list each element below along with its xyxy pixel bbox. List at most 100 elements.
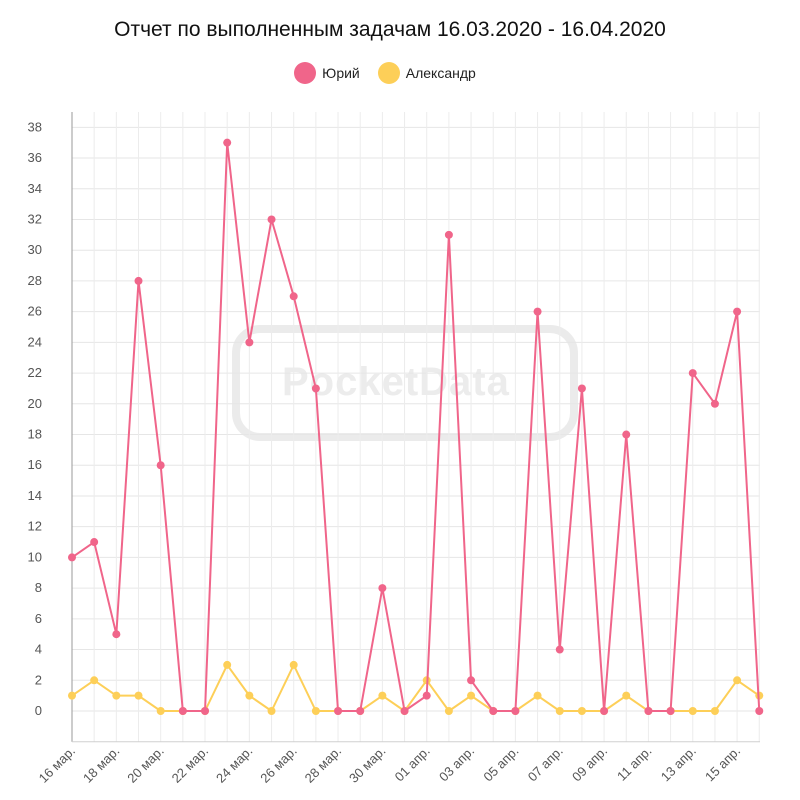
data-point-yuri[interactable]	[555, 645, 564, 654]
legend-label-aleksandr: Александр	[405, 65, 476, 81]
x-tick-label: 01 апр.	[392, 743, 433, 784]
data-point-aleksandr[interactable]	[444, 707, 453, 715]
legend-item-yuri[interactable]: Юрий	[294, 62, 360, 84]
x-tick-label: 15 апр.	[702, 743, 743, 784]
data-point-aleksandr[interactable]	[311, 707, 320, 715]
data-point-aleksandr[interactable]	[622, 691, 631, 700]
x-tick-label: 09 апр.	[569, 743, 610, 784]
x-tick-label: 05 апр.	[480, 743, 521, 784]
data-point-aleksandr[interactable]	[533, 691, 542, 700]
data-point-yuri[interactable]	[577, 384, 586, 393]
data-point-aleksandr[interactable]	[112, 691, 121, 700]
y-tick-label: 12	[28, 519, 42, 534]
y-tick-label: 2	[35, 672, 42, 687]
data-point-yuri[interactable]	[223, 138, 232, 147]
data-point-yuri[interactable]	[68, 553, 76, 562]
data-point-yuri[interactable]	[400, 707, 409, 715]
legend-swatch-yuri	[294, 62, 317, 84]
y-tick-label: 34	[28, 181, 42, 196]
data-point-aleksandr[interactable]	[733, 676, 742, 685]
y-tick-label: 16	[28, 457, 42, 472]
data-point-yuri[interactable]	[688, 369, 697, 378]
x-tick-label: 24 мар.	[213, 743, 255, 785]
data-point-aleksandr[interactable]	[156, 707, 165, 715]
data-point-yuri[interactable]	[289, 292, 298, 301]
data-point-yuri[interactable]	[90, 538, 99, 547]
y-tick-label: 26	[28, 304, 42, 319]
data-point-yuri[interactable]	[666, 707, 675, 715]
data-point-yuri[interactable]	[489, 707, 498, 715]
y-tick-label: 0	[35, 703, 42, 718]
data-point-yuri[interactable]	[178, 707, 187, 715]
data-point-yuri[interactable]	[533, 307, 542, 316]
data-point-aleksandr[interactable]	[90, 676, 99, 685]
y-tick-label: 6	[35, 611, 42, 626]
data-point-yuri[interactable]	[134, 276, 143, 285]
y-tick-label: 4	[35, 642, 42, 657]
data-point-aleksandr[interactable]	[223, 660, 232, 669]
grid-lines	[71, 111, 760, 742]
x-tick-label: 22 мар.	[169, 743, 211, 785]
axes	[71, 111, 760, 743]
data-point-yuri[interactable]	[311, 384, 320, 393]
y-tick-label: 22	[28, 365, 42, 380]
y-tick-label: 10	[28, 549, 42, 564]
data-point-aleksandr[interactable]	[134, 691, 143, 700]
data-point-aleksandr[interactable]	[68, 691, 76, 700]
chart-title: Отчет по выполненным задачам 16.03.2020 …	[114, 18, 666, 41]
legend-label-yuri: Юрий	[322, 65, 360, 81]
legend: Юрий Александр	[0, 62, 770, 84]
y-tick-label: 36	[28, 150, 42, 165]
data-point-yuri[interactable]	[622, 430, 631, 439]
data-point-aleksandr[interactable]	[378, 691, 387, 700]
x-tick-label: 07 апр.	[525, 743, 566, 784]
data-point-yuri[interactable]	[511, 707, 520, 715]
data-point-aleksandr[interactable]	[688, 707, 697, 715]
data-point-yuri[interactable]	[112, 630, 121, 639]
y-tick-label: 18	[28, 427, 42, 442]
data-point-yuri[interactable]	[267, 215, 276, 224]
x-tick-label: 28 мар.	[302, 743, 344, 785]
data-point-yuri[interactable]	[600, 707, 609, 715]
data-point-yuri[interactable]	[444, 230, 453, 239]
data-point-yuri[interactable]	[644, 707, 653, 715]
x-tick-label: 26 мар.	[257, 743, 299, 785]
legend-swatch-aleksandr	[377, 62, 400, 84]
data-point-yuri[interactable]	[334, 707, 343, 715]
data-point-yuri[interactable]	[755, 707, 764, 715]
data-point-aleksandr[interactable]	[289, 660, 298, 669]
series-line-yuri	[71, 141, 761, 712]
y-tick-label: 24	[28, 334, 42, 349]
x-tick-label: 20 мар.	[124, 743, 166, 785]
data-point-aleksandr[interactable]	[555, 707, 564, 715]
data-point-yuri[interactable]	[356, 707, 365, 715]
data-point-yuri[interactable]	[156, 461, 165, 470]
data-point-aleksandr[interactable]	[710, 707, 719, 715]
data-point-aleksandr[interactable]	[467, 691, 476, 700]
y-tick-label: 30	[28, 242, 42, 257]
y-tick-label: 38	[28, 119, 42, 134]
data-point-yuri[interactable]	[467, 676, 476, 685]
data-point-yuri[interactable]	[733, 307, 742, 316]
x-tick-label: 11 апр.	[614, 743, 654, 783]
data-point-yuri[interactable]	[710, 399, 719, 408]
x-tick-label: 16 мар.	[36, 743, 78, 785]
y-tick-label: 28	[28, 273, 42, 288]
data-point-aleksandr[interactable]	[245, 691, 254, 700]
y-tick-label: 14	[28, 488, 42, 503]
x-tick-label: 18 мар.	[80, 743, 122, 785]
data-point-aleksandr[interactable]	[267, 707, 276, 715]
series-lines	[68, 138, 764, 715]
y-tick-label: 20	[28, 396, 42, 411]
y-tick-label: 8	[35, 580, 42, 595]
data-point-yuri[interactable]	[378, 584, 387, 593]
data-point-yuri[interactable]	[422, 691, 431, 700]
data-point-aleksandr[interactable]	[577, 707, 586, 715]
x-tick-label: 30 мар.	[346, 743, 388, 785]
data-point-yuri[interactable]	[201, 707, 210, 715]
data-point-yuri[interactable]	[245, 338, 254, 347]
x-tick-label: 03 апр.	[436, 743, 477, 784]
legend-item-aleksandr[interactable]: Александр	[377, 62, 476, 84]
y-tick-label: 32	[28, 211, 42, 226]
